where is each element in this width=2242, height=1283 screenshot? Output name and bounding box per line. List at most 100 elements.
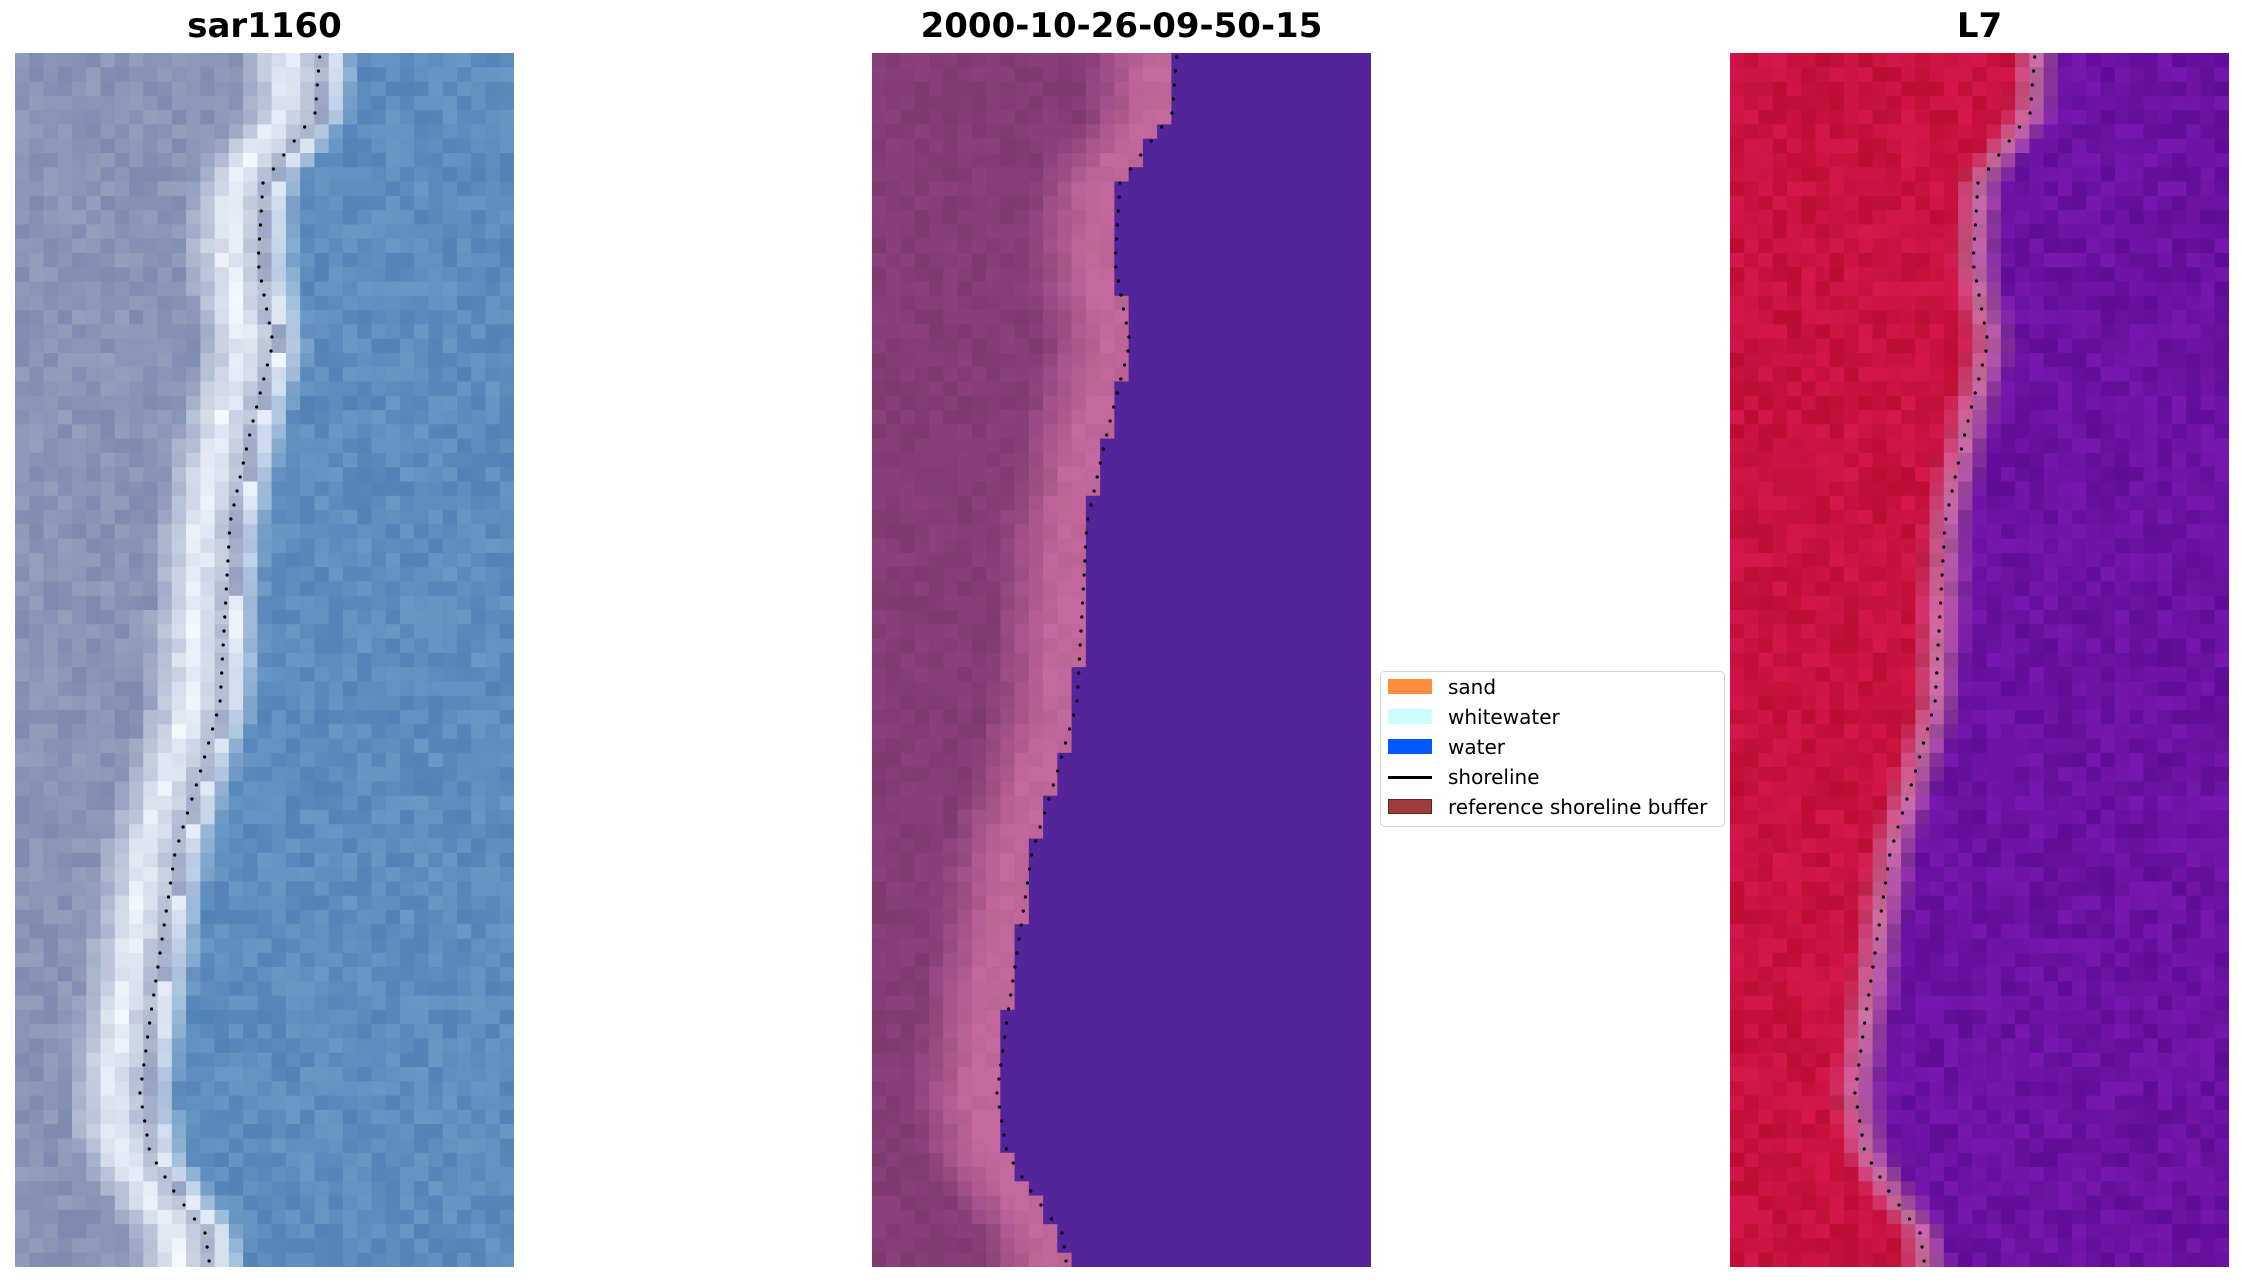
image-pixel [100,224,116,240]
image-pixel [257,524,273,540]
image-pixel [471,767,487,782]
image-pixel [456,567,472,583]
image-pixel [157,1052,173,1068]
image-pixel [1100,338,1115,354]
image-pixel [200,867,216,882]
image-pixel [228,138,244,154]
image-pixel [357,295,373,311]
shoreline-dot [261,181,265,185]
image-pixel [29,652,45,668]
image-pixel [314,1052,330,1068]
image-pixel [228,1109,244,1125]
image-pixel [872,824,887,840]
image-pixel [57,438,73,454]
image-pixel [1071,53,1087,68]
image-pixel [1328,767,1344,782]
image-pixel [499,852,514,868]
image-pixel [1342,438,1358,454]
image-pixel [314,1152,330,1168]
image-pixel [171,610,187,625]
image-pixel [914,638,930,654]
image-pixel [72,867,87,882]
image-pixel [1028,510,1044,525]
image-pixel [328,638,344,654]
image-pixel [328,824,344,840]
image-pixel [971,424,987,440]
image-pixel [971,495,987,511]
image-pixel [1028,624,1044,640]
image-pixel [143,1009,159,1025]
image-pixel [1028,338,1044,354]
image-pixel [1214,81,1230,97]
shoreline-dot [219,685,223,689]
image-pixel [271,210,287,225]
image-pixel [86,1209,102,1225]
image-pixel [1328,267,1344,283]
image-pixel [300,824,315,840]
image-pixel [243,81,258,97]
image-pixel [914,381,930,397]
image-pixel [371,53,387,68]
image-pixel [1000,324,1016,340]
image-pixel [285,724,301,740]
image-pixel [485,1024,501,1040]
image-pixel [428,352,444,368]
image-pixel [1142,181,1158,197]
image-pixel [86,510,102,525]
image-pixel [1028,709,1044,725]
image-pixel [171,952,187,968]
image-pixel [1114,795,1130,811]
image-pixel [1256,338,1272,354]
image-pixel [399,795,415,811]
image-pixel [943,338,959,354]
image-pixel [300,410,315,425]
image-pixel [29,1238,45,1254]
image-pixel [399,881,415,897]
image-pixel [15,881,30,897]
image-pixel [257,895,273,911]
image-pixel [428,824,444,840]
image-pixel [1242,310,1258,325]
image-pixel [872,709,887,725]
image-pixel [157,552,173,568]
image-pixel [186,495,201,511]
image-pixel [957,138,973,154]
image-pixel [1242,495,1258,511]
image-pixel [872,181,887,197]
image-pixel [1142,138,1158,154]
image-pixel [285,967,301,982]
image-pixel [414,881,430,897]
image-pixel [143,95,159,111]
image-pixel [15,738,30,754]
image-pixel [271,1224,287,1240]
image-pixel [228,1152,244,1168]
image-pixel [957,167,973,183]
image-pixel [1256,381,1272,397]
image-pixel [57,510,73,525]
image-pixel [1014,167,1030,183]
image-pixel [228,124,244,140]
image-pixel [399,1138,415,1154]
image-pixel [100,1167,116,1182]
image-pixel [399,724,415,740]
image-pixel [986,252,1001,268]
image-pixel [929,53,944,68]
image-pixel [43,295,59,311]
image-pixel [1043,324,1058,340]
image-pixel [499,667,514,683]
image-pixel [214,995,230,1011]
image-pixel [986,152,1001,168]
image-pixel [129,53,144,68]
image-pixel [428,181,444,197]
shoreline-dot [158,951,162,955]
image-pixel [228,838,244,854]
image-pixel [442,310,458,325]
image-pixel [285,552,301,568]
image-pixel [385,53,401,68]
image-pixel [1057,552,1073,568]
image-pixel [471,281,487,297]
image-pixel [1271,538,1287,554]
image-pixel [57,809,73,825]
image-pixel [214,195,230,211]
image-pixel [342,1009,358,1025]
